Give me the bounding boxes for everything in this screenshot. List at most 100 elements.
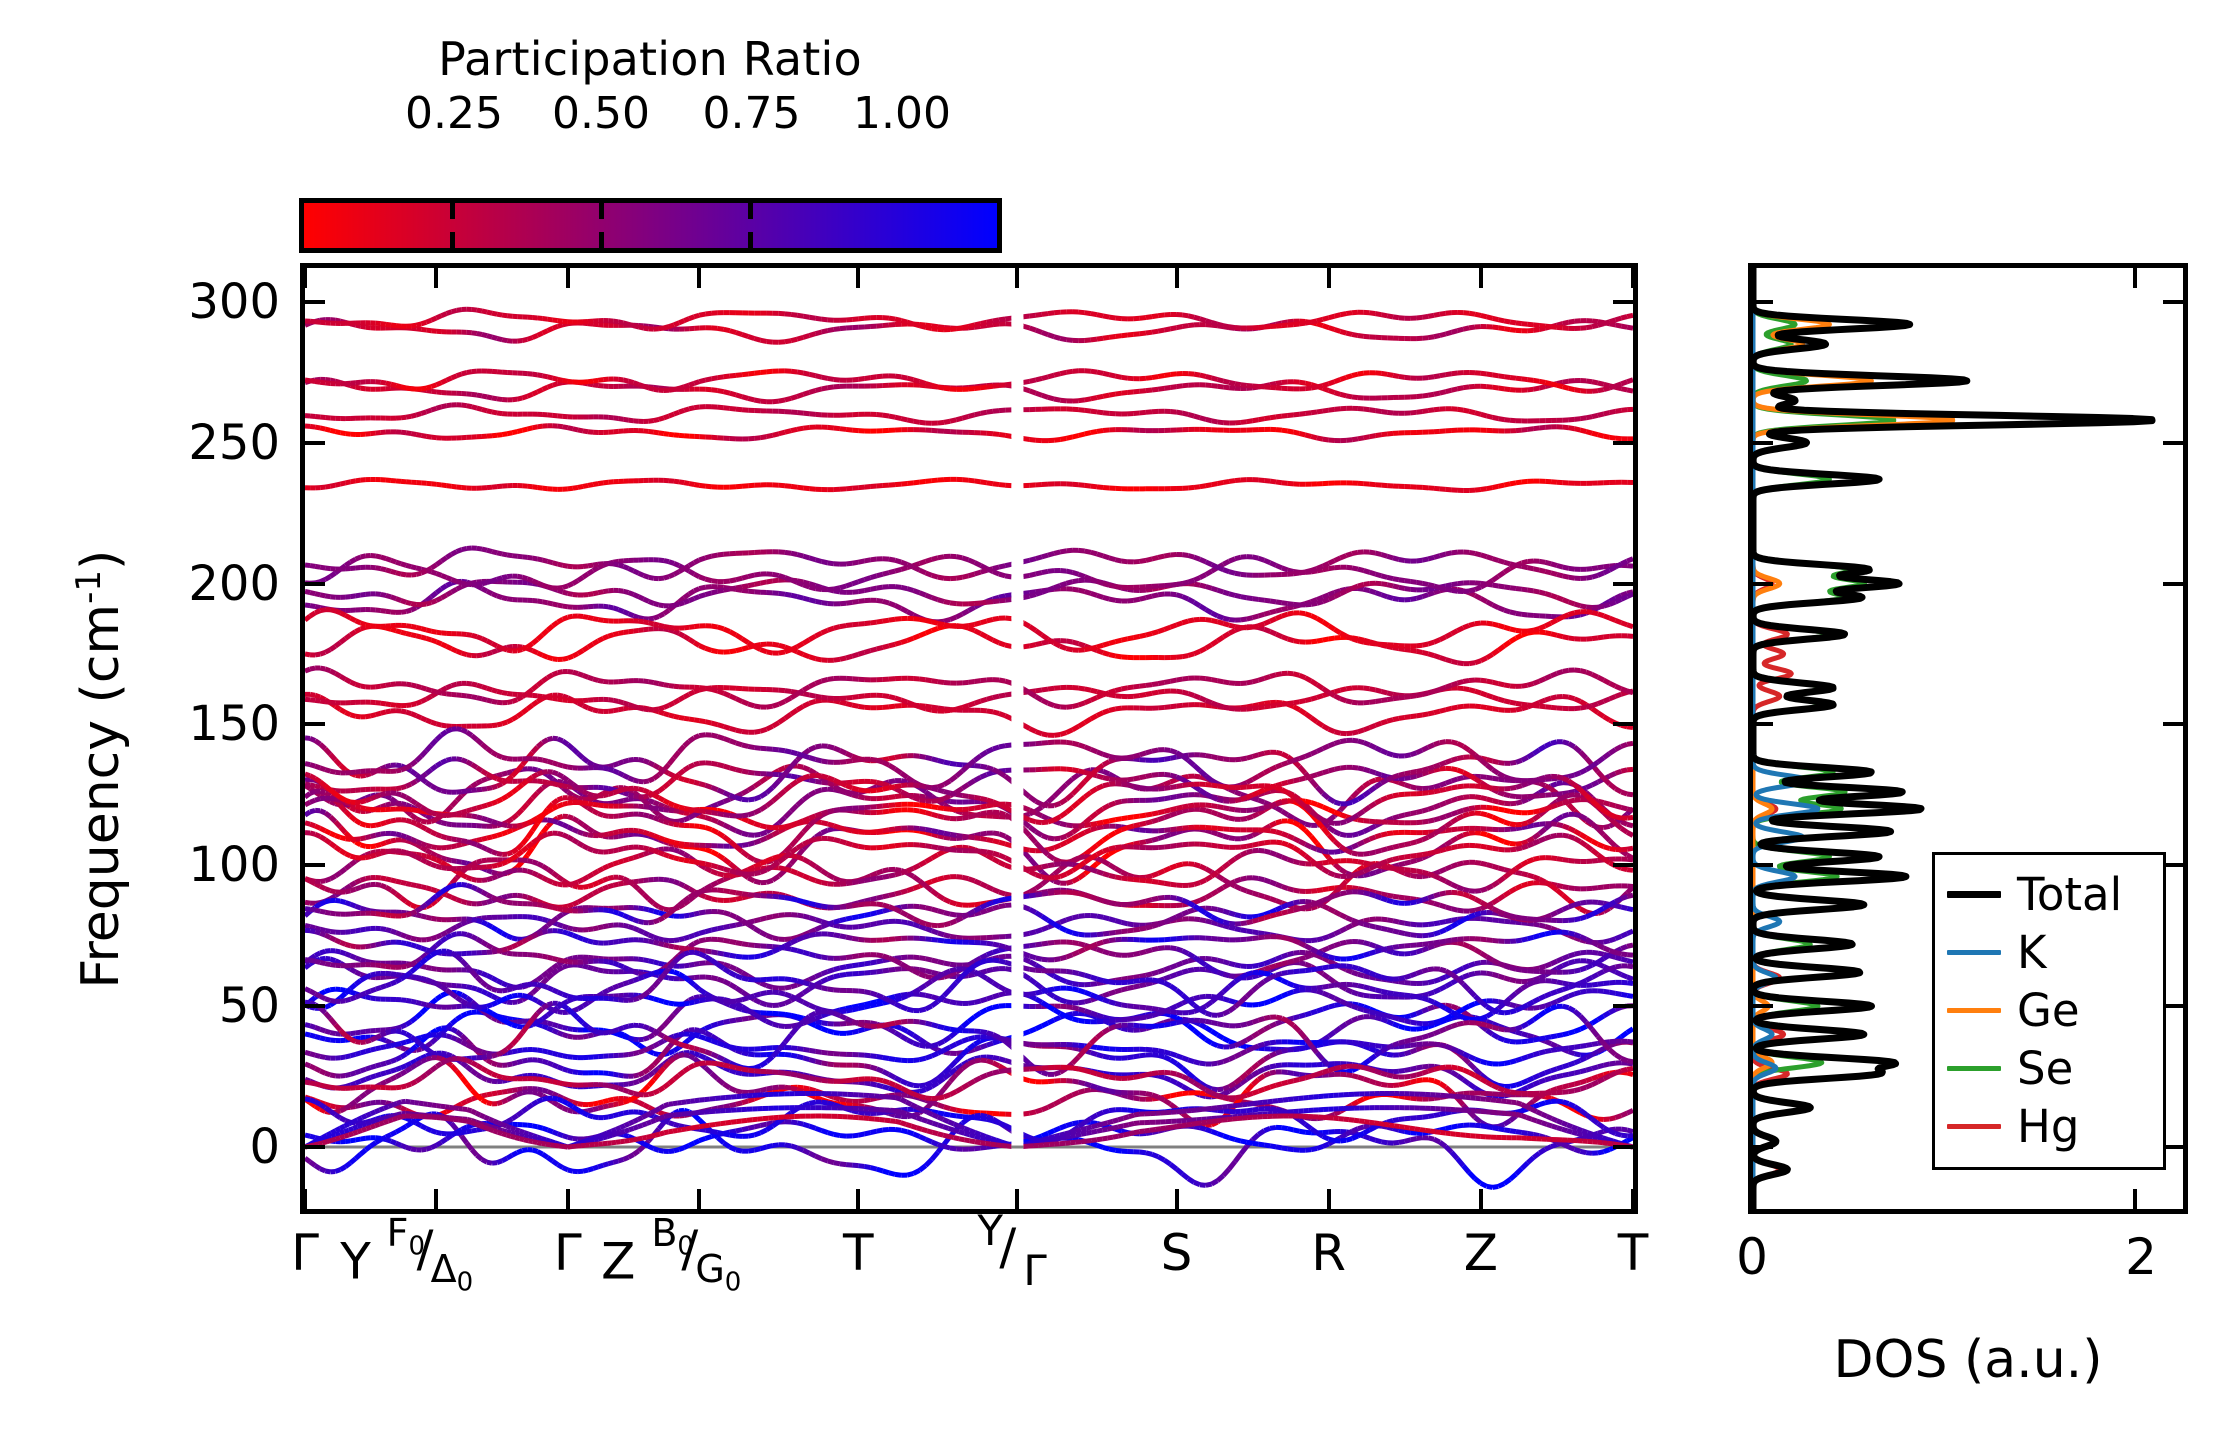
dos-y-tick [2163,1145,2183,1150]
legend-item[interactable]: Ge [1947,981,2151,1039]
band-structure-plot[interactable] [300,263,1638,1214]
dos-y-tick [1753,299,1773,304]
y-tick [1613,1145,1633,1150]
dos-curves-clip [1753,268,2183,1209]
y-tick [305,863,325,868]
kpath-tick [434,268,439,288]
dos-y-tick [2163,440,2183,445]
kpath-tick-label: Z B0/G0 [601,1211,742,1298]
y-tick [1613,863,1633,868]
dos-x-tick-label: 0 [1736,1228,1768,1286]
y-tick [1613,299,1633,304]
legend-label: Se [2017,1041,2074,1095]
y-axis-title-text: Frequency (cm [71,603,132,989]
kpath-tick [303,268,307,288]
legend-item[interactable]: Hg [1947,1097,2151,1155]
y-tick [305,440,325,445]
colorbar-title: Participation Ratio [438,32,862,86]
legend-item[interactable]: Total [1947,865,2151,923]
kpath-tick [434,1189,439,1209]
kpath-tick [1326,268,1331,288]
dos-x-tick [2133,268,2138,288]
y-tick [305,581,325,586]
dos-series-k [1753,268,1821,1209]
colorbar-tick-label: 0.25 [405,88,503,139]
kpath-tick [1015,1189,1020,1209]
dos-y-tick [1753,1145,1773,1150]
band-curves [305,268,1633,1209]
dos-y-tick [2163,722,2183,727]
kpath-tick [1478,1189,1483,1209]
legend-item[interactable]: Se [1947,1039,2151,1097]
kpath-tick [1015,268,1020,288]
legend-line-swatch [1947,890,2001,898]
kpath-tick-label: Y / Γ [977,1206,1047,1295]
y-tick [1613,581,1633,586]
legend-item[interactable]: K [1947,923,2151,981]
y-tick [305,1145,325,1150]
kpath-tick [1631,1189,1635,1209]
colorbar-tick-label: 0.50 [552,88,650,139]
y-tick [305,299,325,304]
dos-series-total [1753,268,2156,1209]
kpath-tick [303,1189,307,1209]
kpath-tick [565,268,570,288]
kpath-tick [1174,268,1179,288]
dos-y-tick [2163,581,2183,586]
y-axis-title-exponent: -1 [68,570,109,604]
dos-x-tick-label: 2 [2125,1228,2157,1286]
legend-line-swatch [1947,1065,2001,1071]
kpath-tick [697,1189,702,1209]
legend-line-swatch [1947,949,2001,955]
kpath-tick-label: Z [1463,1224,1498,1282]
kpath-tick [1326,1189,1331,1209]
kpath-tick-label: Γ [291,1224,319,1282]
kpath-tick [856,268,861,288]
kpath-discontinuity-gap [1011,268,1024,1209]
colorbar-tick-labels: 0.25 0.50 0.75 1.00 [300,88,1000,139]
kpath-tick [565,1189,570,1209]
kpath-tick [856,1189,861,1209]
kpath-tick-label: T [1617,1224,1649,1282]
kpath-tick-label: T [843,1224,874,1282]
y-axis-title-tail: ) [71,549,132,571]
dos-x-tick [1751,1189,1755,1209]
legend-label: Hg [2017,1099,2080,1153]
y-axis-title: Frequency (cm-1) [69,369,131,1169]
kpath-tick-label: Y F0/Δ0 [340,1211,474,1298]
dos-legend[interactable]: Total K Ge Se Hg [1932,852,2166,1170]
dos-x-tick [1751,268,1755,288]
kpath-tick-label: R [1311,1224,1347,1282]
kpath-tick [1631,268,1635,288]
y-tick [305,722,325,727]
dos-y-tick [1753,581,1773,586]
participation-ratio-colorbar[interactable] [299,198,1002,253]
dos-x-tick [2133,1189,2138,1209]
legend-line-swatch [1947,1007,2001,1013]
kpath-tick-label: S [1160,1224,1193,1282]
y-tick [1613,1004,1633,1009]
dos-y-tick [1753,440,1773,445]
colorbar-tick-label: 0.75 [702,88,801,139]
kpath-tick-label: Γ [553,1224,582,1282]
band-curves-clip [305,268,1633,1209]
legend-label: Ge [2017,983,2080,1037]
dos-y-tick [1753,863,1773,868]
dos-y-tick [2163,1004,2183,1009]
y-tick [1613,722,1633,727]
colorbar-tick-label: 1.00 [853,88,951,139]
dos-y-tick [2163,863,2183,868]
dos-y-tick [1753,1004,1773,1009]
dos-curves [1753,268,2156,1209]
kpath-tick [1174,1189,1179,1209]
y-tick-label: 300 [188,273,280,330]
dos-x-axis-title: DOS (a.u.) [1833,1330,2103,1390]
y-tick [305,1004,325,1009]
y-tick [1613,440,1633,445]
legend-label: K [2017,925,2047,979]
legend-line-swatch [1947,1123,2001,1129]
kpath-tick [1478,268,1483,288]
dos-y-tick [1753,722,1773,727]
dos-y-tick [2163,299,2183,304]
kpath-tick [697,268,702,288]
